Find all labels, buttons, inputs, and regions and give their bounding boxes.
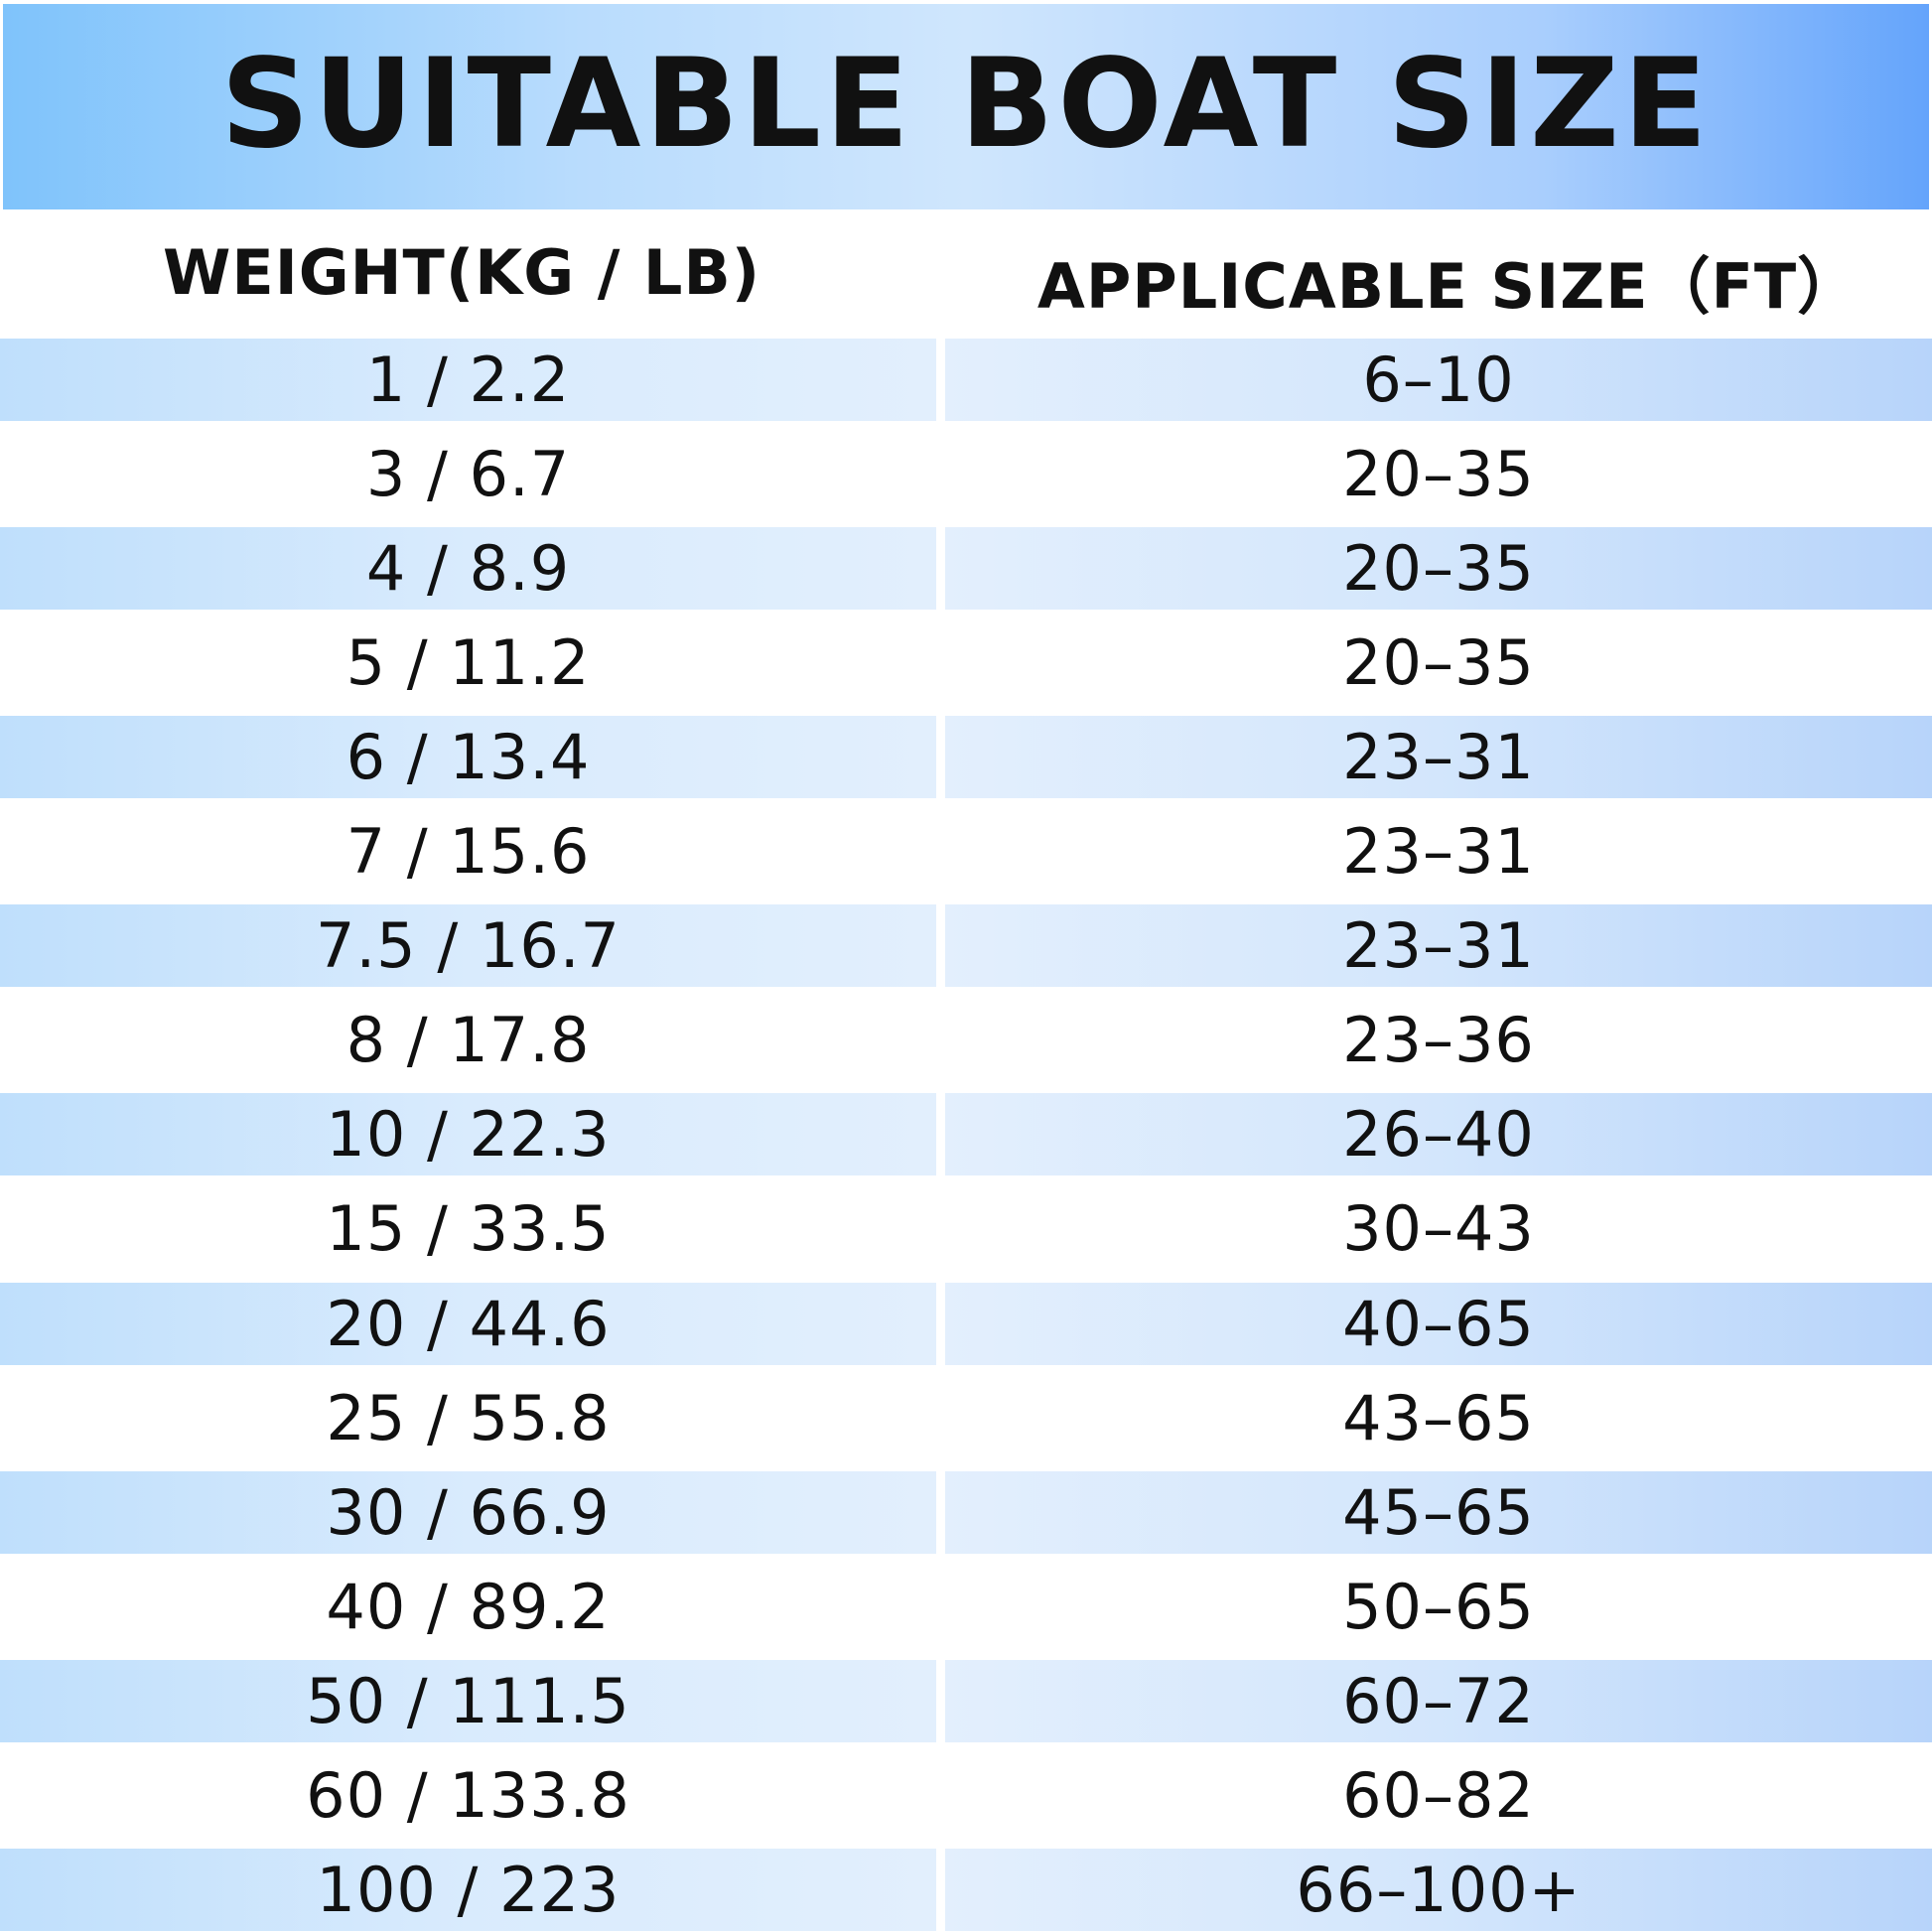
table-cell: 60–82 [1342,1758,1535,1832]
table-cell: 45–65 [945,1470,1932,1554]
title: SUITABLE BOAT SIZE [220,32,1712,176]
table-cell: 43–65 [1342,1381,1535,1454]
column-header: WEIGHT(KG / LB) [162,236,761,309]
table-cell: 6–10 [945,339,1932,421]
table-cell: 4 / 8.9 [0,527,936,611]
table-cell: 23–36 [1342,1004,1535,1077]
table-cell: 20–35 [1342,438,1535,511]
table-cell: 40–65 [945,1282,1932,1365]
table-cell: 20–35 [945,527,1932,611]
table-cell: 66–100+ [945,1848,1932,1931]
table-cell: 23–31 [945,904,1932,988]
table-cell: 30–43 [1342,1192,1535,1266]
table-cell: 15 / 33.5 [326,1192,611,1266]
table-cell: 23–31 [945,716,1932,799]
column-header: APPLICABLE SIZE（FT） [1036,250,1861,323]
table-cell: 100 / 223 [0,1848,936,1931]
table-cell: 20 / 44.6 [0,1282,936,1365]
title-band: SUITABLE BOAT SIZE [3,4,1929,209]
table-cell: 1 / 2.2 [0,339,936,421]
table-cell: 26–40 [945,1093,1932,1176]
table-cell: 50 / 111.5 [0,1659,936,1742]
table-cell: 3 / 6.7 [365,438,571,511]
table-cell: 8 / 17.8 [345,1004,591,1077]
table-cell: 60–72 [945,1659,1932,1742]
table-cell: 30 / 66.9 [0,1470,936,1554]
table-cell: 6 / 13.4 [0,716,936,799]
table-cell: 5 / 11.2 [345,626,591,700]
table-cell: 7.5 / 16.7 [0,904,936,988]
table-cell: 25 / 55.8 [326,1381,611,1454]
table-cell: 10 / 22.3 [0,1093,936,1176]
table-cell: 23–31 [1342,815,1535,889]
table-cell: 7 / 15.6 [345,815,591,889]
table-cell: 50–65 [1342,1570,1535,1643]
table-cell: 60 / 133.8 [306,1758,630,1832]
table-cell: 20–35 [1342,626,1535,700]
table-cell: 40 / 89.2 [326,1570,611,1643]
